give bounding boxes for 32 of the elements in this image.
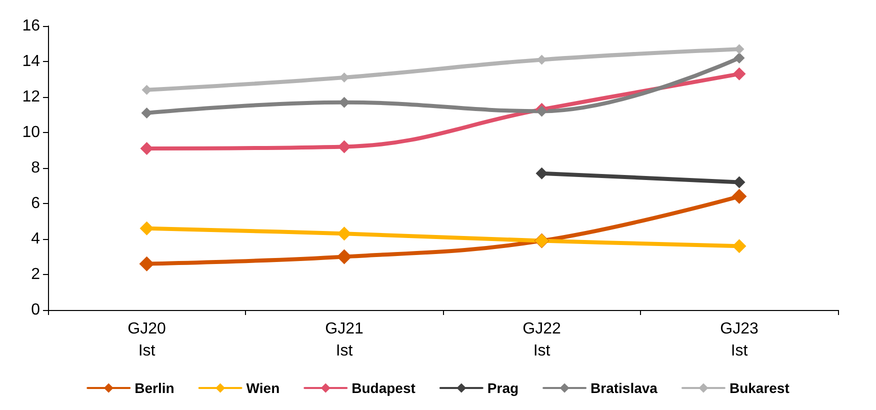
y-tick-label: 10 <box>22 124 40 141</box>
y-tick-label: 0 <box>31 302 40 318</box>
x-tick-label: GJ20 Ist <box>128 320 166 360</box>
point <box>337 226 352 241</box>
y-tick-label: 14 <box>22 53 40 70</box>
point <box>140 221 154 236</box>
point <box>536 106 548 117</box>
y-tick-label: 2 <box>31 266 40 283</box>
point <box>734 52 745 64</box>
x-tick-label: GJ21 Ist <box>325 320 364 360</box>
legend-label: Berlin <box>134 380 174 396</box>
point <box>139 256 154 272</box>
y-tick-label: 8 <box>31 160 40 176</box>
legend-label: Prag <box>487 380 519 396</box>
legend-label: Wien <box>246 380 280 396</box>
y-tick-label: 16 <box>22 18 40 34</box>
legend-label: Bukarest <box>729 380 790 396</box>
legend-label: Bratislava <box>590 380 658 396</box>
point <box>732 67 746 80</box>
y-tick-label: 12 <box>22 88 40 106</box>
point <box>536 167 548 180</box>
point <box>141 107 152 118</box>
point <box>732 239 746 254</box>
y-tick-label: 6 <box>31 195 40 212</box>
point <box>140 142 154 155</box>
x-tick-label: GJ23 Ist <box>720 320 758 360</box>
legend-label: Budapest <box>352 380 416 396</box>
point <box>336 249 352 264</box>
point <box>732 188 747 204</box>
point <box>338 140 351 154</box>
x-tick-label: GJ22 Ist <box>522 320 561 360</box>
y-tick-label: 4 <box>31 230 40 248</box>
